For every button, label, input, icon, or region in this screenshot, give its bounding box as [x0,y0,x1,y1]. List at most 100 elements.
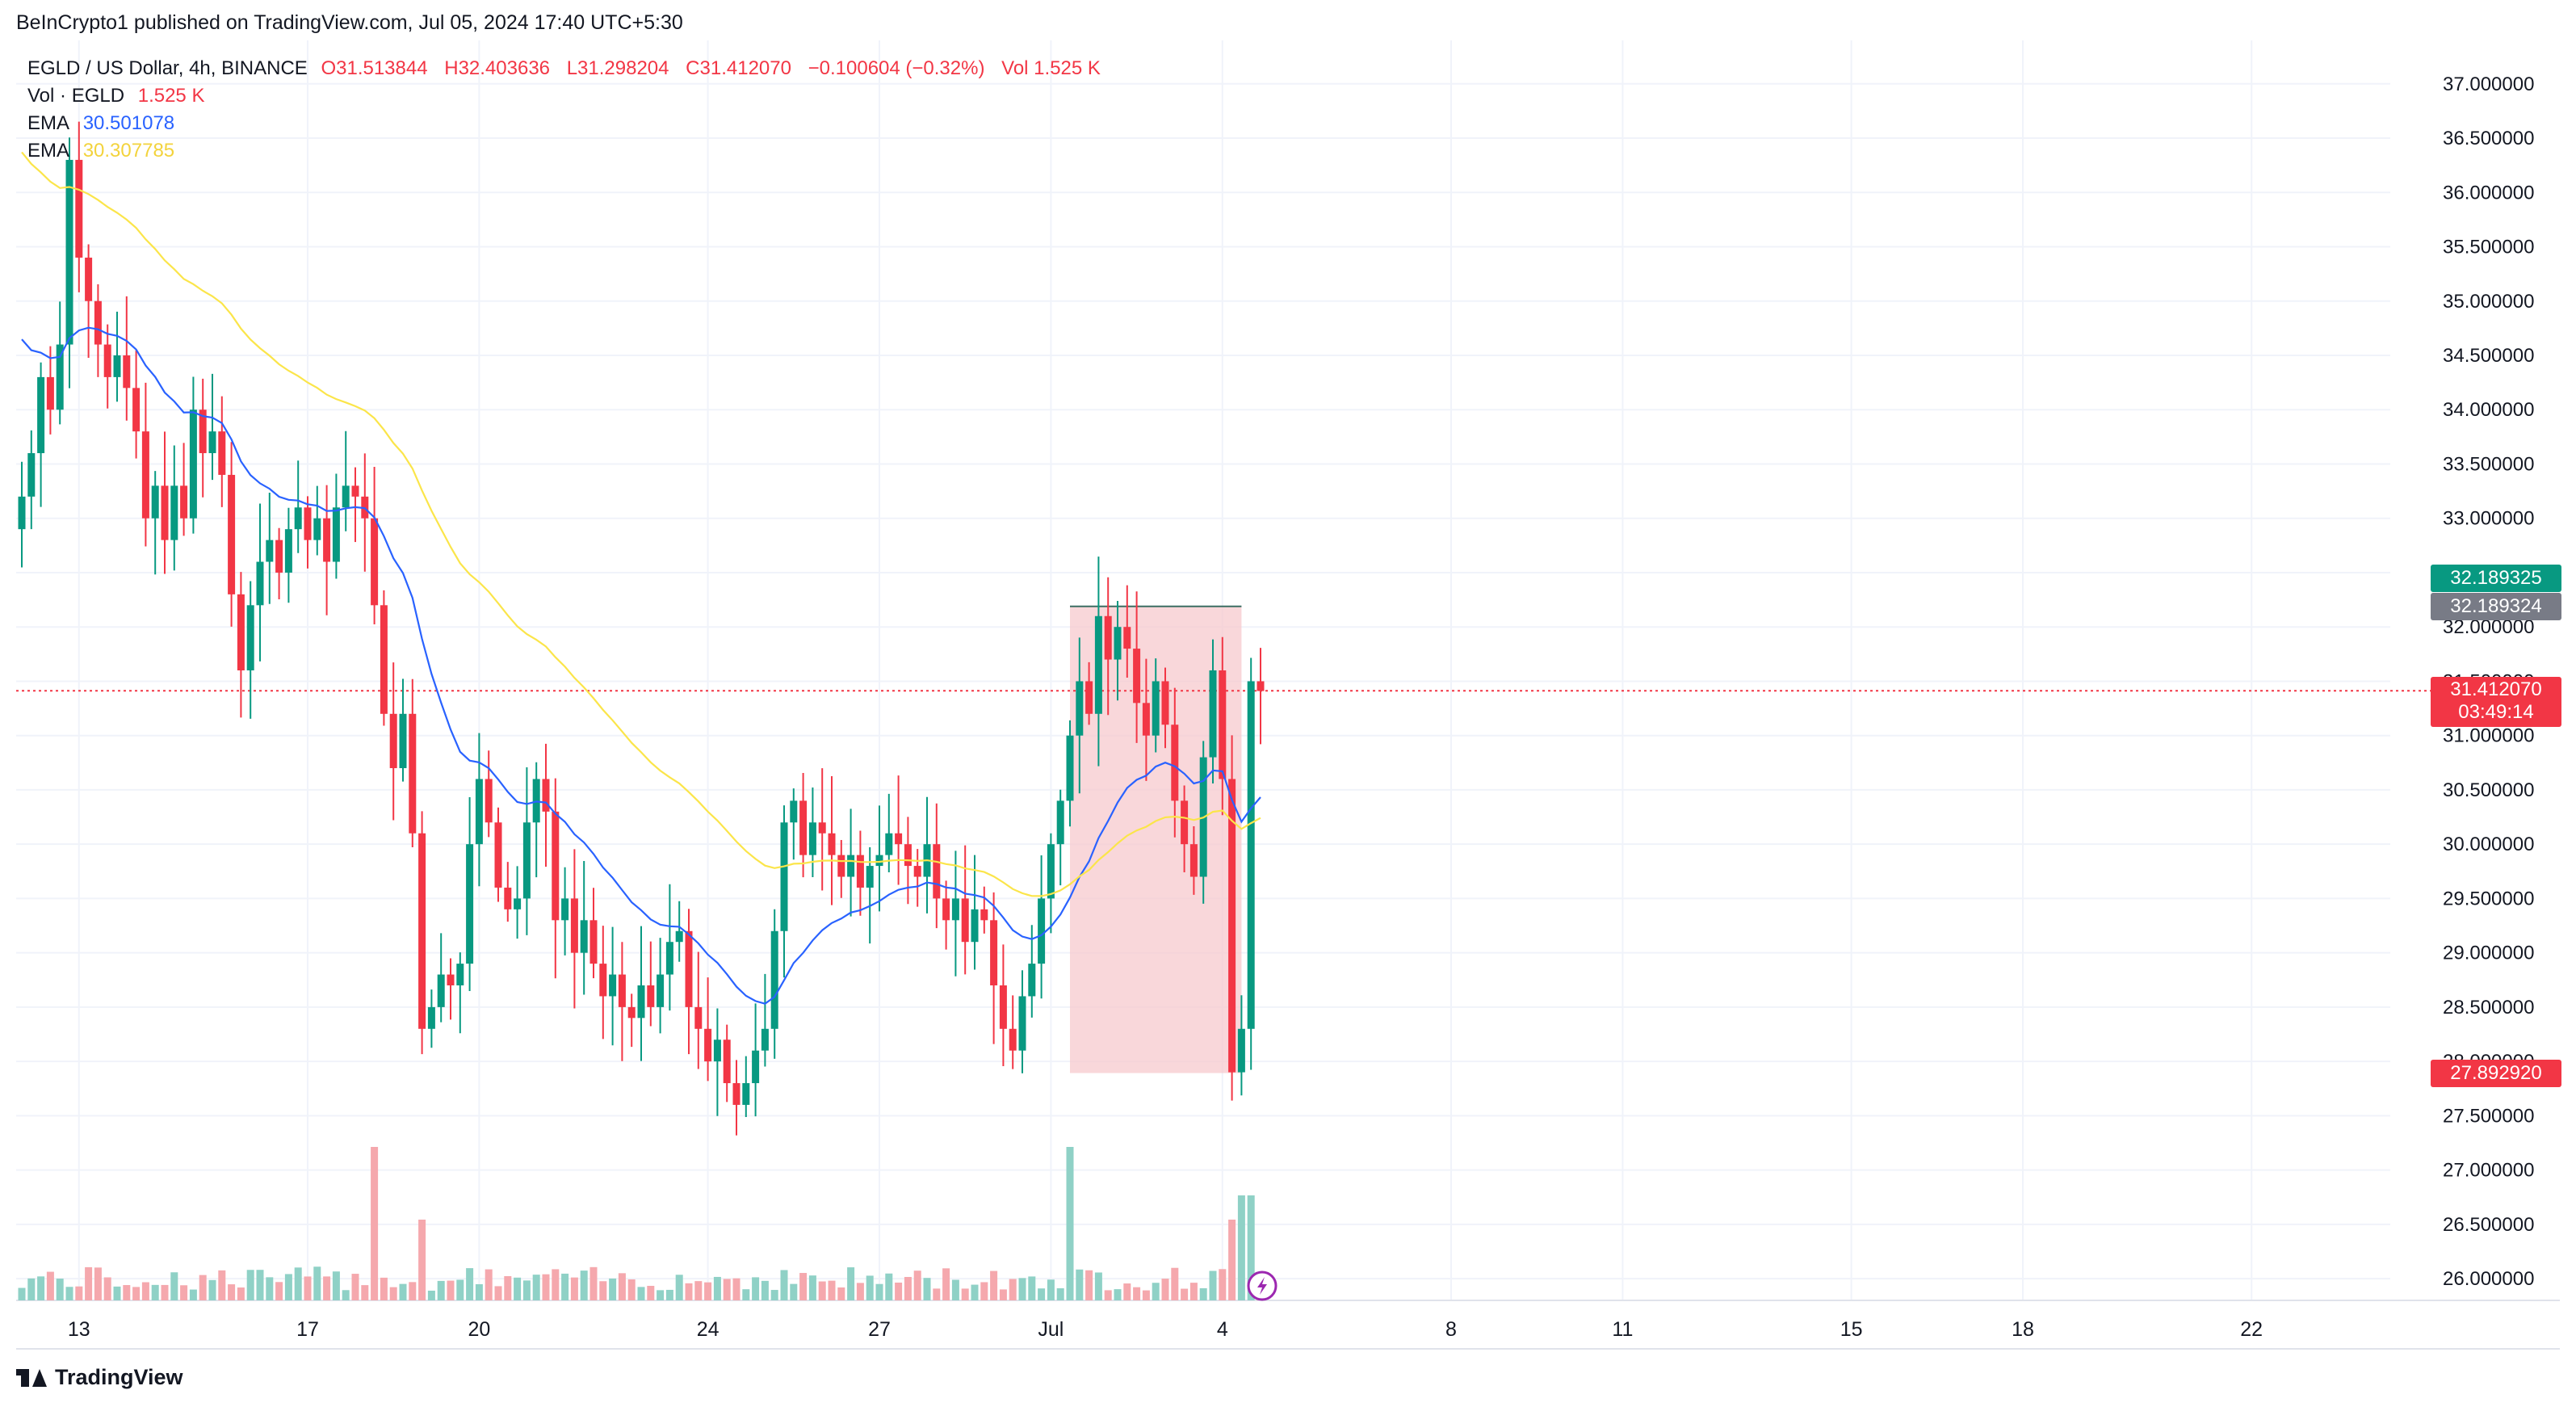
volume-bar [514,1277,522,1300]
candle-body [351,485,359,497]
volume-bar [609,1278,617,1300]
volume-bar [218,1270,226,1300]
volume-bar [199,1275,207,1300]
volume-legend-value: 1.525 K [137,85,205,107]
time-tick-label: 8 [1445,1318,1457,1341]
volume-bar [723,1279,731,1300]
candle-body [332,507,340,562]
candle-body [37,376,45,454]
candle-body [1142,703,1150,736]
candle-body [485,779,493,823]
bottom-level-price-tag: 27.892920 [2431,1059,2561,1087]
candle-body [1123,627,1131,649]
candle-body [1038,898,1046,964]
volume-bar [933,1288,941,1300]
candle-body [732,1083,740,1105]
candle-body [294,507,302,530]
volume-bar [228,1284,236,1300]
volume-bar [990,1270,998,1300]
volume-bar [65,1287,73,1300]
candle-body [1056,800,1064,845]
volume-bar [685,1283,693,1300]
volume-bar [675,1275,683,1300]
candle-body [580,920,588,953]
candle-body [427,1006,435,1029]
candle-body [885,833,893,855]
volume-bar [113,1286,121,1300]
time-tick-label: 20 [468,1318,490,1341]
ema-fast-label[interactable]: EMA [27,112,70,134]
volume-bar [904,1276,912,1300]
candle-body [246,605,254,670]
candle-body [942,898,950,921]
candle-body [342,485,350,508]
candle-body [999,985,1007,1029]
candle-body [1085,681,1093,714]
candle-body [1028,964,1036,997]
candle-body [552,811,560,921]
price-tick-label: 37.000000 [2443,74,2534,95]
tradingview-logo[interactable]: TradingView [16,1365,183,1390]
volume-bar [657,1290,665,1300]
volume-bar [123,1285,131,1300]
volume-bar [1209,1270,1217,1300]
volume-bar [570,1277,578,1300]
time-axis[interactable]: 13 17 20 24 27 Jul 4 8 11 15 18 22 [68,1318,2263,1341]
volume-bar [141,1282,149,1300]
candle-body [123,355,131,388]
time-tick-label: 24 [697,1318,720,1341]
candle-body [151,485,159,519]
volume-bar [895,1282,903,1300]
candle-body [323,518,331,562]
volume-bar [885,1273,893,1300]
volume-bar [256,1270,264,1300]
symbol-title[interactable]: EGLD / US Dollar, 4h, BINANCE [27,57,308,79]
time-tick-label: 17 [296,1318,319,1341]
volume-bar [475,1283,483,1300]
candle-body [599,964,607,997]
volume-bar [380,1277,388,1300]
low-value: L31.298204 [566,57,669,79]
candle-body [1257,681,1265,691]
ema-slow-label[interactable]: EMA [27,140,70,162]
candle-body [589,920,598,964]
bar-countdown: 03:49:14 [2458,701,2534,724]
candle-body [799,800,808,855]
candle-body [56,344,64,410]
volume-bar [752,1277,760,1300]
candle-body [1094,615,1102,714]
candle-body [761,1028,769,1051]
candle-body [132,388,141,432]
candle-body [752,1050,760,1084]
candle-body [1076,681,1084,736]
candle-body [1219,670,1227,779]
volume-bar [542,1274,550,1300]
candle-body [1066,735,1074,801]
candle-body [895,833,903,845]
volume-bar [856,1283,864,1300]
candle-body [961,898,969,943]
volume-bar [532,1275,540,1300]
volume-bar [552,1269,560,1300]
volume-bar [732,1278,740,1300]
volume-bar [161,1284,169,1300]
price-tick-label: 36.500000 [2443,128,2534,149]
volume-label[interactable]: Vol · EGLD [27,85,125,107]
candle-body [1114,627,1122,660]
price-axis[interactable]: 26.00000026.50000027.00000027.50000028.0… [2443,74,2534,1290]
candle-body [494,822,502,888]
lightning-icon[interactable] [1247,1270,1278,1301]
time-tick-label: 18 [2012,1318,2034,1341]
time-tick-label: Jul [1038,1318,1064,1341]
candle-body [609,974,617,997]
candle-body [514,898,522,909]
volume-bar [580,1270,588,1300]
candle-body [1237,1028,1245,1073]
volume-bar [266,1277,274,1300]
candle-body [399,713,407,769]
candle-body [808,822,816,855]
volume-bar [818,1281,826,1300]
volume-bar [694,1281,703,1300]
candle-body [275,540,283,573]
